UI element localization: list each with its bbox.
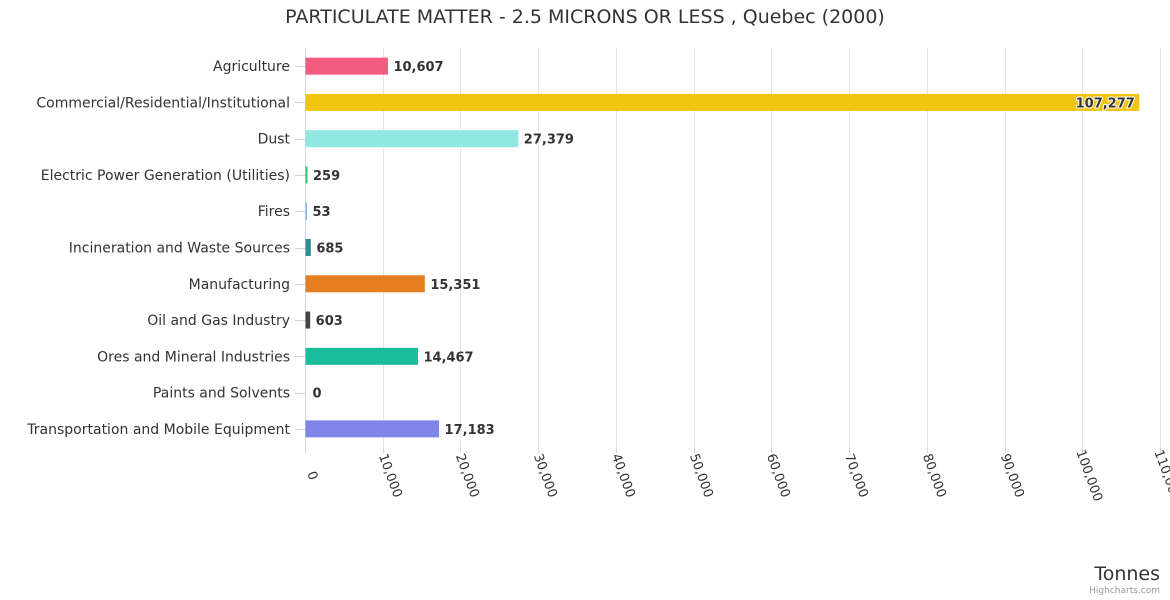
data-label: 0: [313, 387, 322, 402]
category-label: Transportation and Mobile Equipment: [26, 422, 290, 438]
category-label: Fires: [258, 204, 290, 220]
value-tick-label: 0: [303, 469, 320, 482]
category-label: Oil and Gas Industry: [147, 313, 290, 329]
category-label: Dust: [258, 132, 291, 148]
data-label: 17,183: [445, 423, 495, 438]
bar[interactable]: [305, 275, 425, 293]
value-tick-label: 110,000: [1151, 448, 1170, 504]
value-tick-label: 30,000: [530, 452, 560, 500]
data-label: 603: [316, 314, 343, 329]
data-label: 107,277: [1076, 96, 1135, 111]
value-tick-label: 100,000: [1073, 448, 1105, 504]
value-axis-title: Tonnes: [1094, 563, 1160, 585]
category-label: Commercial/Residential/Institutional: [36, 95, 290, 111]
bar[interactable]: [305, 347, 418, 365]
value-tick-label: 20,000: [452, 452, 482, 500]
value-tick-label: 90,000: [997, 452, 1027, 500]
data-label: 685: [316, 242, 343, 257]
data-label: 15,351: [430, 278, 480, 293]
value-axis-ticks: 0 10,000 20,000 30,000 40,000 50,000 60,000 70,…: [303, 447, 1170, 504]
category-label: Manufacturing: [189, 277, 290, 293]
value-tick-label: 10,000: [375, 452, 405, 500]
value-tick-label: 50,000: [686, 452, 716, 500]
category-label: Electric Power Generation (Utilities): [41, 168, 290, 184]
bar[interactable]: [305, 166, 308, 184]
value-tick-label: 70,000: [841, 452, 871, 500]
bar[interactable]: [305, 202, 308, 220]
bar[interactable]: [305, 130, 519, 148]
data-label: 10,607: [393, 60, 443, 75]
category-axis: [295, 48, 306, 447]
data-label: 259: [313, 169, 340, 184]
data-label: 14,467: [423, 350, 473, 365]
bar[interactable]: [305, 239, 311, 256]
data-label: 53: [313, 205, 331, 220]
category-label: Incineration and Waste Sources: [69, 241, 290, 257]
bars: [305, 57, 1140, 438]
category-label: Ores and Mineral Industries: [97, 349, 290, 365]
bar[interactable]: [305, 311, 311, 329]
value-tick-label: 40,000: [608, 452, 638, 500]
chart-title: PARTICULATE MATTER - 2.5 MICRONS OR LESS…: [285, 6, 885, 28]
value-tick-label: 80,000: [919, 452, 949, 500]
data-label: 27,379: [524, 133, 574, 148]
category-label: Paints and Solvents: [153, 386, 290, 402]
bar[interactable]: [305, 57, 388, 75]
category-label: Agriculture: [213, 59, 290, 75]
credits-link[interactable]: Highcharts.com: [1089, 586, 1160, 596]
data-labels: 10,607 107,277 27,379 259 53 685 15,351 603 14,4…: [313, 60, 1136, 438]
value-tick-label: 60,000: [763, 452, 793, 500]
bar[interactable]: [305, 93, 1140, 111]
grid-lines: [383, 48, 1161, 447]
category-labels: Agriculture Commercial/Residential/Instit…: [26, 59, 290, 438]
bar[interactable]: [305, 420, 440, 438]
